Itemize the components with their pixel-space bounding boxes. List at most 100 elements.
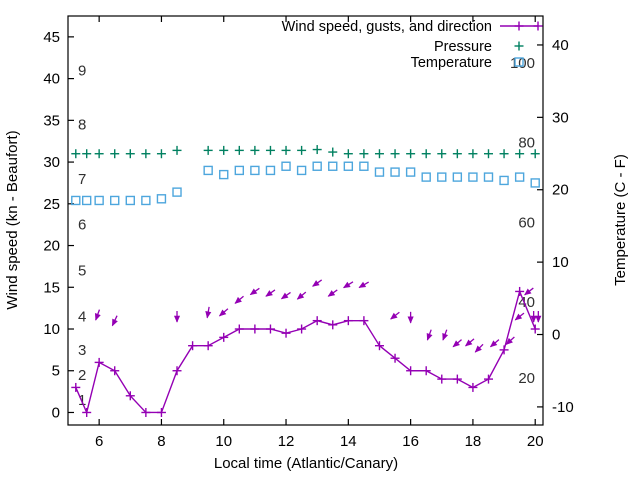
- plot-border: [67, 15, 544, 426]
- beaufort-label: 7: [78, 171, 86, 188]
- y-tick-label: 20: [43, 238, 60, 255]
- beaufort-label: 4: [78, 308, 86, 325]
- legend-label: Pressure: [434, 39, 492, 55]
- marker-square: [452, 172, 463, 182]
- beaufort-label: 2: [78, 367, 86, 384]
- wind-direction-arrow: [489, 339, 500, 348]
- marker-square: [312, 161, 322, 171]
- marker-square: [374, 167, 385, 177]
- marker-square: [296, 165, 307, 176]
- marker-square: [94, 195, 104, 206]
- y-tick-label: 0: [52, 404, 60, 421]
- marker-square: [156, 194, 167, 204]
- wind-direction-arrow: [218, 308, 229, 317]
- series-temperature: [71, 161, 540, 206]
- marker-square: [514, 172, 525, 182]
- wind-direction-arrow: [474, 343, 484, 353]
- fahrenheit-label: 60: [518, 214, 535, 231]
- marker-square: [499, 175, 509, 186]
- wind-direction-arrow: [234, 295, 244, 304]
- marker-square: [530, 178, 540, 188]
- marker-square: [405, 167, 416, 177]
- marker-square: [343, 161, 354, 171]
- x-axis-ticks: 6 8 10 12 14 16 18 20: [95, 16, 544, 450]
- beaufort-label: 9: [78, 62, 86, 79]
- wind-direction-arrow: [465, 338, 475, 347]
- x-tick-label: 14: [340, 433, 357, 450]
- wind-direction-arrow: [442, 329, 449, 341]
- marker-square: [234, 165, 245, 176]
- wind-direction-arrow: [407, 311, 414, 324]
- marker-square: [141, 195, 151, 206]
- wind-direction-arrow: [312, 279, 323, 287]
- wind-direction-arrow: [505, 336, 515, 345]
- y2-tick-label: 0: [552, 327, 560, 344]
- marker-square: [468, 172, 478, 182]
- marker-square: [421, 172, 431, 182]
- y-tick-label: 5: [52, 363, 60, 380]
- wind-direction-arrow: [280, 291, 291, 300]
- marker-square: [265, 165, 276, 176]
- y-tick-label: 30: [43, 154, 60, 171]
- wind-speed-line: [75, 289, 536, 415]
- y-axis-ticks: 0 5 10 15 20 25 30 35 40 45: [43, 29, 74, 421]
- plot-frame: [67, 15, 544, 426]
- legend-label: Wind speed, gusts, and direction: [282, 19, 492, 35]
- marker-square: [81, 195, 92, 206]
- legend-label: Temperature: [411, 55, 492, 71]
- marker-square: [359, 161, 369, 171]
- fahrenheit-label: 80: [518, 135, 535, 152]
- wind-direction-arrow: [390, 311, 400, 320]
- x-tick-label: 18: [465, 433, 482, 450]
- beaufort-label: 8: [78, 117, 86, 134]
- x-tick-label: 6: [95, 433, 103, 450]
- x-tick-label: 10: [215, 433, 232, 450]
- y2-axis-title: Temperature (C - F): [612, 154, 629, 286]
- chart-legend: Wind speed, gusts, and direction Pressure…: [282, 19, 543, 71]
- x-tick-label: 8: [157, 433, 165, 450]
- y-tick-label: 15: [43, 279, 60, 296]
- wind-direction-arrow: [265, 289, 276, 297]
- wind-direction-arrow: [426, 329, 433, 341]
- wind-direction-arrow: [514, 312, 525, 321]
- wind-direction-arrow: [530, 310, 537, 323]
- y-tick-label: 35: [43, 112, 60, 129]
- y2-tick-label: 30: [552, 109, 569, 126]
- beaufort-label: 6: [78, 217, 86, 234]
- marker-square: [125, 195, 135, 206]
- marker-square: [437, 172, 447, 182]
- y-tick-label: 45: [43, 29, 60, 46]
- y-tick-label: 10: [43, 321, 60, 338]
- y2-tick-label: 20: [552, 182, 569, 199]
- marker-square: [514, 57, 524, 67]
- series-wind-speed: [71, 286, 540, 417]
- wind-direction-arrow: [358, 281, 369, 289]
- x-tick-label: 16: [402, 433, 419, 450]
- marker-square: [281, 161, 291, 171]
- y2-axis-ticks: -10 0 10 20 30 40: [537, 37, 574, 416]
- marker-square: [328, 161, 338, 171]
- fahrenheit-label: 20: [518, 370, 535, 387]
- marker-square: [71, 195, 81, 206]
- wind-direction-arrow: [173, 310, 181, 323]
- wind-direction-arrows: [94, 279, 542, 353]
- y2-tick-label: -10: [552, 399, 574, 416]
- x-tick-label: 12: [278, 433, 295, 450]
- y2-tick-label: 10: [552, 254, 569, 271]
- marker-square: [483, 172, 494, 182]
- wind-direction-arrow: [205, 306, 212, 319]
- marker-square: [203, 165, 213, 176]
- x-tick-label: 20: [527, 433, 544, 450]
- x-axis-title: Local time (Atlantic/Canary): [214, 455, 398, 472]
- y-axis-title: Wind speed (kn - Beaufort): [4, 130, 21, 309]
- y-tick-label: 25: [43, 196, 60, 213]
- y2-tick-label: 40: [552, 37, 569, 54]
- wind-direction-arrow: [327, 289, 338, 297]
- wind-direction-arrow: [452, 339, 462, 348]
- marker-square: [219, 169, 229, 180]
- wind-direction-arrow: [111, 315, 118, 327]
